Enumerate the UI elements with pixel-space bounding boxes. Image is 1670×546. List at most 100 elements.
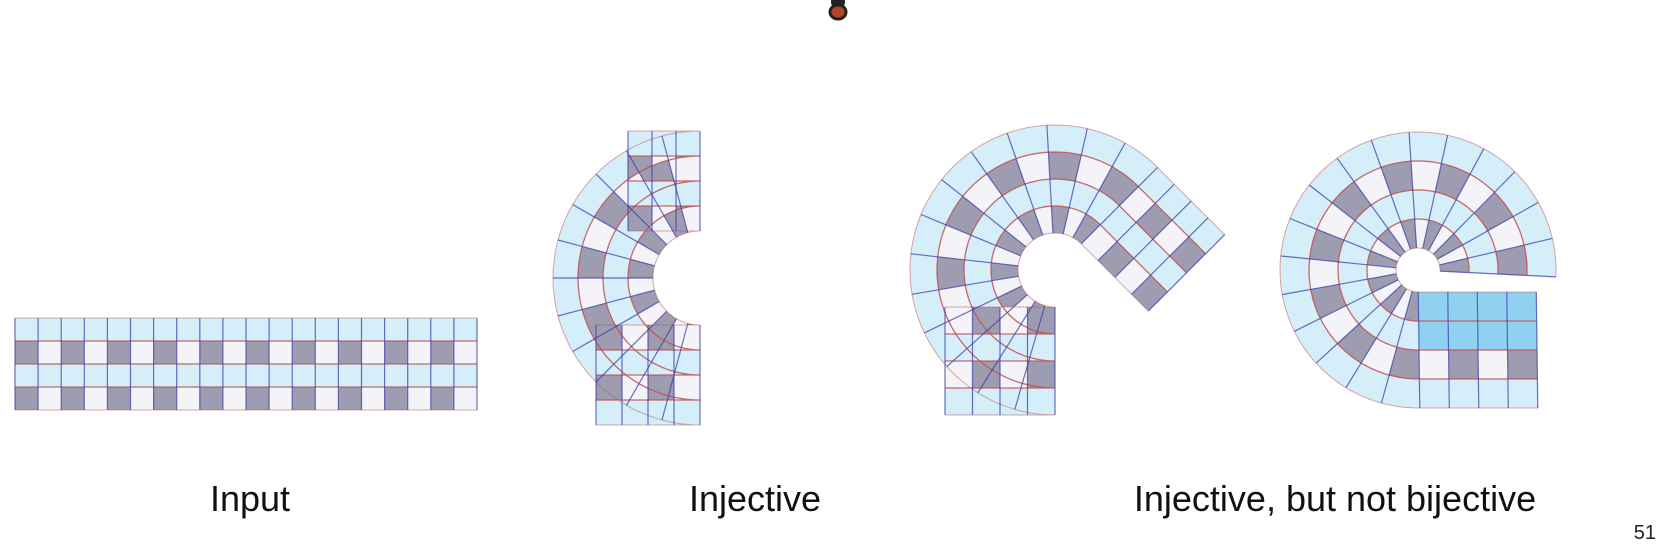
not-bijective-1-grid-cell: [970, 213, 1005, 246]
input-grid-cell: [384, 364, 408, 387]
not-bijective-2-grid-cell: [1495, 245, 1527, 276]
not-bijective-2-grid-cell: [1524, 238, 1556, 277]
not-bijective-grid-2: [1279, 131, 1557, 409]
not-bijective-2-grid-cell: [1414, 219, 1429, 249]
not-bijective-2-grid-cell: [1439, 258, 1469, 273]
input-grid-cell: [15, 387, 39, 410]
injective-grid-cell: [603, 252, 631, 278]
input-grid-cell: [292, 341, 316, 364]
input-grid-cell: [107, 387, 131, 410]
injective-grid-cell: [572, 174, 614, 217]
injective-grid-cell: [637, 301, 667, 329]
input-grid-cell: [338, 364, 362, 387]
not-bijective-1-grid-col-line: [920, 213, 1022, 257]
not-bijective-2-grid-row-line: [1337, 189, 1537, 351]
not-bijective-1-grid-cell: [1114, 258, 1151, 295]
not-bijective-2-grid-cell: [1280, 218, 1317, 259]
not-bijective-2-grid-cell: [1412, 190, 1436, 221]
not-bijective-2-grid-cell: [1478, 350, 1508, 379]
injective-grid-cell: [603, 278, 631, 304]
not-bijective-grid-1: [909, 124, 1226, 416]
input-grid-cell: [199, 341, 223, 364]
not-bijective-1-grid-col-line: [1114, 200, 1192, 278]
injective-grid-cell: [630, 290, 660, 314]
not-bijective-1-grid-cell: [972, 388, 1000, 415]
injective-grid-cell: [648, 375, 674, 400]
not-bijective-1-grid-cell: [972, 334, 1000, 361]
input-grid-cell: [269, 341, 293, 364]
input-grid-cell: [407, 364, 431, 387]
injective-grid-row-line: [577, 155, 701, 401]
not-bijective-2-grid-cell: [1280, 256, 1311, 295]
injective-grid-cell: [606, 229, 638, 260]
not-bijective-2-grid-cell: [1367, 251, 1398, 268]
injective-grid-cell: [648, 325, 674, 350]
not-bijective-1-grid-col-line: [977, 300, 1036, 394]
injective-grid-cell: [674, 375, 700, 400]
input-grid-cell: [15, 341, 39, 364]
not-bijective-2-grid-col-line: [1439, 237, 1553, 266]
not-bijective-1-grid-cell: [937, 224, 971, 260]
not-bijective-1-grid-cell: [1138, 167, 1175, 204]
input-grid-cell: [107, 341, 131, 364]
injective-grid-cell: [622, 375, 648, 400]
not-bijective-2-grid-cell: [1381, 375, 1420, 408]
not-bijective-1-grid-cell: [964, 259, 992, 286]
input-strip-grid: [14, 317, 478, 411]
injective-grid-cell: [582, 217, 616, 253]
not-bijective-2-grid-cell: [1453, 213, 1488, 245]
input-grid-cell: [84, 387, 108, 410]
not-bijective-1-grid-cell: [965, 280, 998, 310]
input-grid-cell: [315, 387, 339, 410]
not-bijective-1-grid-cell: [1000, 361, 1028, 388]
not-bijective-2-grid-cell: [1377, 228, 1406, 257]
input-grid-cell: [38, 341, 62, 364]
not-bijective-1-grid-cell: [945, 361, 973, 388]
input-grid-cell: [246, 364, 270, 387]
input-grid-cell: [38, 318, 62, 341]
not-bijective-1-grid-col-line: [946, 294, 1028, 368]
not-bijective-2-grid-cell: [1477, 292, 1508, 321]
not-bijective-2-grid-cell: [1507, 379, 1538, 408]
injective-grid-col-line: [572, 300, 660, 353]
not-bijective-2-grid-cell: [1309, 258, 1340, 290]
not-bijective-2-grid-cell: [1506, 292, 1537, 321]
not-bijective-1-grid-cell: [1069, 181, 1099, 214]
injective-grid-col-line: [572, 203, 660, 256]
not-bijective-1-grid-cell: [971, 133, 1016, 174]
input-grid-cell: [130, 318, 154, 341]
input-grid-cell: [269, 364, 293, 387]
not-bijective-2-grid-cell: [1507, 350, 1538, 379]
input-grid-cell: [292, 387, 316, 410]
not-bijective-1-grid-col-line: [910, 253, 1019, 267]
not-bijective-1-grid-cell: [1150, 256, 1187, 292]
injective-grid-col-line: [557, 239, 655, 267]
input-grid-cell: [384, 387, 408, 410]
not-bijective-1-grid-cell: [945, 334, 973, 361]
not-bijective-1-grid-cell: [991, 262, 1019, 281]
not-bijective-2-grid-cell: [1487, 216, 1525, 252]
not-bijective-2-grid-cell: [1338, 261, 1368, 285]
input-grid-cell: [246, 341, 270, 364]
not-bijective-2-grid-col-line: [1422, 135, 1449, 249]
not-bijective-2-grid-col-line: [1535, 291, 1539, 409]
not-bijective-1-grid-cell: [991, 276, 1022, 298]
input-grid-cell: [338, 318, 362, 341]
not-bijective-2-grid-cell: [1418, 321, 1449, 350]
injective-grid-cell: [578, 278, 607, 310]
not-bijective-2-grid-cell: [1507, 321, 1537, 350]
not-bijective-2-grid-cell: [1467, 251, 1498, 274]
not-bijective-1-grid-cell: [1100, 205, 1137, 242]
not-bijective-1-grid-cell: [1081, 224, 1117, 261]
not-bijective-1-grid-cell: [1048, 152, 1082, 182]
input-grid-cell: [176, 341, 200, 364]
not-bijective-1-grid-cell: [1172, 201, 1208, 237]
pointer-dot-icon: [828, 0, 848, 21]
not-bijective-1-grid-cell: [912, 289, 949, 333]
not-bijective-1-grid-cell: [991, 245, 1021, 266]
not-bijective-1-grid-col-line: [1072, 142, 1126, 238]
not-bijective-1-grid-cell: [1063, 207, 1086, 238]
not-bijective-1-grid-cell: [921, 179, 963, 225]
not-bijective-2-grid-col-line: [1345, 288, 1408, 389]
not-bijective-1-grid-cell: [1005, 217, 1034, 247]
